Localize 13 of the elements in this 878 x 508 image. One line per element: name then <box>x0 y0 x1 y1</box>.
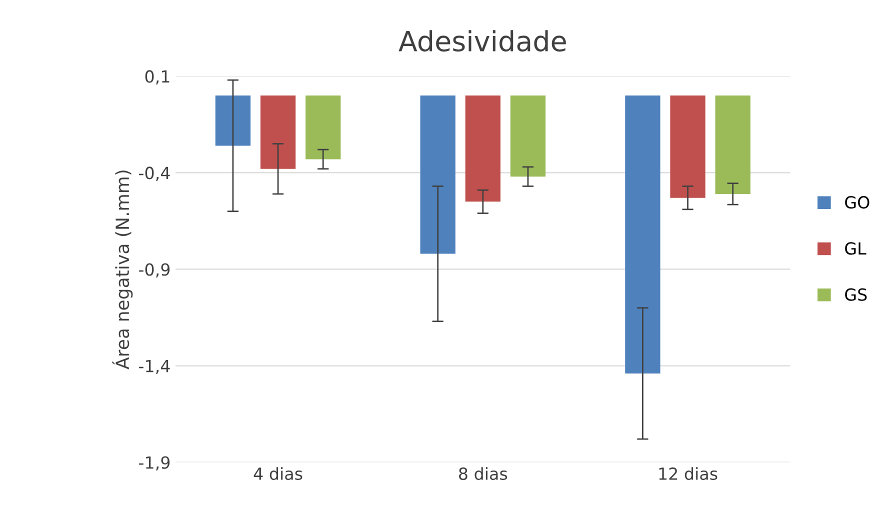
x-tick-label: 12 dias <box>659 467 718 480</box>
y-axis-title: Área negativa (N.mm) <box>112 170 133 370</box>
y-tick-label: -0,4 <box>139 166 170 181</box>
legend-label: GO <box>845 196 870 209</box>
legend-label: GS <box>845 288 867 301</box>
chart-title: Adesividade <box>398 30 566 52</box>
y-tick-label: -1,4 <box>139 360 170 374</box>
y-tick-label: -0,9 <box>139 263 170 278</box>
legend-label: GL <box>845 242 866 255</box>
x-tick-label: 8 dias <box>459 467 508 480</box>
x-tick-label: 4 dias <box>254 467 302 480</box>
y-tick-label: -1,9 <box>139 456 170 471</box>
y-tick-label: 0,1 <box>145 70 170 84</box>
